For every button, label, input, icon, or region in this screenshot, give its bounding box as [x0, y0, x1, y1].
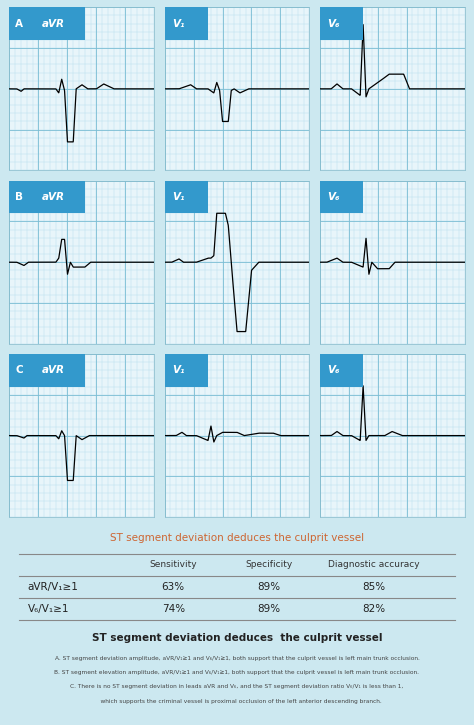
- Text: 89%: 89%: [257, 604, 281, 614]
- Text: 85%: 85%: [362, 582, 385, 592]
- FancyBboxPatch shape: [164, 354, 208, 386]
- Text: Sensitivity: Sensitivity: [149, 560, 197, 569]
- Text: which supports the criminal vessel is proximal occlusion of the left anterior de: which supports the criminal vessel is pr…: [92, 699, 382, 704]
- FancyBboxPatch shape: [319, 7, 363, 40]
- FancyBboxPatch shape: [164, 181, 208, 213]
- FancyBboxPatch shape: [9, 7, 85, 40]
- Text: V₁: V₁: [172, 192, 184, 202]
- Text: ST segment deviation deduces  the culprit vessel: ST segment deviation deduces the culprit…: [92, 633, 382, 643]
- Text: C. There is no ST segment deviation in leads aVR and V₆, and the ST segment devi: C. There is no ST segment deviation in l…: [70, 684, 404, 689]
- Text: 89%: 89%: [257, 582, 281, 592]
- Text: V₁: V₁: [172, 19, 184, 28]
- Text: 82%: 82%: [362, 604, 385, 614]
- Text: aVR/V₁≥1: aVR/V₁≥1: [27, 582, 79, 592]
- Text: A: A: [15, 19, 23, 28]
- FancyBboxPatch shape: [164, 7, 208, 40]
- Text: Diagnostic accuracy: Diagnostic accuracy: [328, 560, 419, 569]
- Text: B. ST segment elevation amplitude, aVR/V₁≥1 and V₆/V₁≥1, both support that the c: B. ST segment elevation amplitude, aVR/V…: [55, 670, 419, 675]
- FancyBboxPatch shape: [319, 181, 363, 213]
- Text: V₆/V₁≥1: V₆/V₁≥1: [27, 604, 69, 614]
- Text: V₆: V₆: [327, 19, 339, 28]
- FancyBboxPatch shape: [9, 181, 85, 213]
- Text: 74%: 74%: [162, 604, 185, 614]
- Text: aVR: aVR: [41, 192, 64, 202]
- Text: V₁: V₁: [172, 365, 184, 376]
- Text: C: C: [15, 365, 23, 376]
- Text: B: B: [15, 192, 23, 202]
- Text: aVR: aVR: [41, 19, 64, 28]
- Text: 63%: 63%: [162, 582, 185, 592]
- Text: aVR: aVR: [41, 365, 64, 376]
- Text: Specificity: Specificity: [245, 560, 292, 569]
- FancyBboxPatch shape: [9, 354, 85, 386]
- FancyBboxPatch shape: [319, 354, 363, 386]
- Text: ST segment deviation deduces the culprit vessel: ST segment deviation deduces the culprit…: [110, 533, 364, 543]
- Text: A. ST segment deviation amplitude, aVR/V₁≥1 and V₆/V₁≥1, both support that the c: A. ST segment deviation amplitude, aVR/V…: [55, 656, 419, 661]
- Text: V₆: V₆: [327, 192, 339, 202]
- Text: V₆: V₆: [327, 365, 339, 376]
